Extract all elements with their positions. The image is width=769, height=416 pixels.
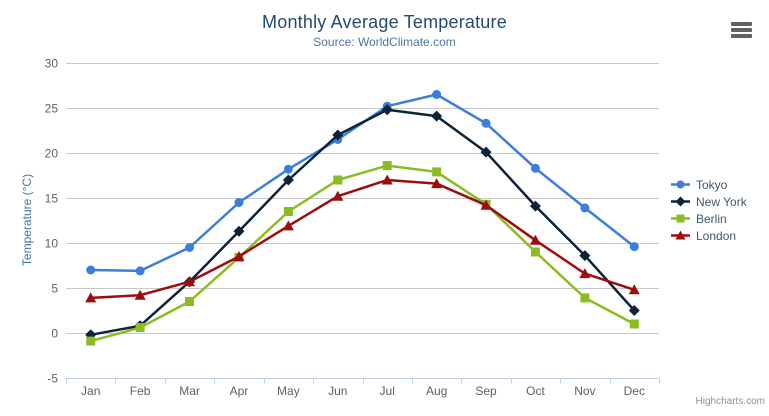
marker[interactable] xyxy=(381,104,393,116)
marker[interactable] xyxy=(85,292,97,303)
x-axis-label: Apr xyxy=(230,384,249,398)
x-axis-label: Jan xyxy=(81,384,100,398)
marker[interactable] xyxy=(580,293,590,303)
legend-item-tokyo[interactable]: Tokyo xyxy=(671,176,747,193)
x-axis-label: May xyxy=(277,384,300,398)
legend-label: London xyxy=(696,228,737,243)
berlin-legend-marker-icon xyxy=(671,214,690,223)
x-axis-label: Sep xyxy=(475,384,497,398)
series-london[interactable] xyxy=(85,174,640,303)
x-axis-label: Oct xyxy=(526,384,545,398)
marker[interactable] xyxy=(86,336,96,346)
legend-item-new-york[interactable]: New York xyxy=(671,193,747,210)
x-axis: Jan Feb Mar Apr May Jun Jul Aug Sep Oct Nov Dec xyxy=(66,378,660,398)
export-menu-button[interactable] xyxy=(731,22,752,39)
y-axis-title: Temperature (°C) xyxy=(20,173,34,267)
chart-subtitle: Source: WorldClimate.com xyxy=(313,35,456,49)
marker[interactable] xyxy=(333,175,343,185)
chart-title: Monthly Average Temperature xyxy=(262,12,507,32)
marker[interactable] xyxy=(234,198,244,207)
marker[interactable] xyxy=(480,146,492,158)
y-axis-label: 20 xyxy=(45,147,59,161)
marker[interactable] xyxy=(628,305,640,316)
marker[interactable] xyxy=(381,174,393,185)
marker[interactable] xyxy=(579,268,591,279)
marker[interactable] xyxy=(282,220,294,231)
series-tokyo[interactable] xyxy=(86,90,639,276)
tokyo-legend-marker-icon xyxy=(671,180,690,189)
new-york-line[interactable] xyxy=(89,108,636,337)
marker[interactable] xyxy=(431,178,443,189)
marker[interactable] xyxy=(86,265,96,275)
marker[interactable] xyxy=(431,110,443,122)
hamburger-icon xyxy=(731,27,752,32)
marker[interactable] xyxy=(282,174,294,186)
marker[interactable] xyxy=(283,207,293,216)
marker[interactable] xyxy=(382,161,392,171)
marker[interactable] xyxy=(480,199,492,210)
marker[interactable] xyxy=(432,90,442,99)
series-new-york[interactable] xyxy=(85,104,640,341)
x-axis-label: Jun xyxy=(328,384,347,398)
marker[interactable] xyxy=(676,214,685,223)
marker[interactable] xyxy=(676,180,685,189)
marker[interactable] xyxy=(135,266,145,276)
y-axis-label: 15 xyxy=(45,192,59,206)
legend-label: Tokyo xyxy=(696,177,728,192)
marker[interactable] xyxy=(185,297,195,306)
marker[interactable] xyxy=(629,319,639,329)
legend: Tokyo New York Berlin London xyxy=(671,176,747,244)
marker[interactable] xyxy=(675,196,686,207)
hamburger-icon xyxy=(731,22,752,26)
legend-label: New York xyxy=(696,194,747,209)
marker[interactable] xyxy=(530,247,540,257)
marker[interactable] xyxy=(481,118,491,128)
y-axis-label: 25 xyxy=(45,102,59,116)
london-legend-marker-icon xyxy=(671,230,690,240)
x-axis-label: Aug xyxy=(426,384,447,398)
marker[interactable] xyxy=(134,289,146,300)
london-line[interactable] xyxy=(89,178,636,300)
marker[interactable] xyxy=(283,164,293,174)
marker[interactable] xyxy=(529,200,541,212)
x-axis-label: Feb xyxy=(130,384,151,398)
marker[interactable] xyxy=(529,234,541,245)
x-axis-label: Nov xyxy=(574,384,595,398)
y-axis-label: 0 xyxy=(51,327,58,341)
marker[interactable] xyxy=(233,225,245,237)
marker[interactable] xyxy=(432,167,442,177)
gridlines xyxy=(66,63,659,379)
tokyo-line[interactable] xyxy=(89,93,636,273)
marker[interactable] xyxy=(579,250,591,262)
y-axis-label: 10 xyxy=(45,237,59,251)
marker[interactable] xyxy=(184,276,196,287)
marker[interactable] xyxy=(530,163,540,173)
legend-label: Berlin xyxy=(696,211,727,226)
new-york-legend-marker-icon xyxy=(671,196,690,207)
x-axis-label: Jul xyxy=(380,384,395,398)
legend-item-london[interactable]: London xyxy=(671,227,747,244)
marker[interactable] xyxy=(185,243,195,252)
marker[interactable] xyxy=(628,284,640,295)
x-axis-label: Dec xyxy=(624,384,645,398)
y-axis-label: 30 xyxy=(45,57,59,71)
y-axis-label: 5 xyxy=(51,282,58,296)
x-axis-label: Mar xyxy=(179,384,200,398)
y-axis-labels: -5 0 5 10 15 20 25 30 xyxy=(45,57,59,386)
marker[interactable] xyxy=(675,230,686,240)
marker[interactable] xyxy=(580,203,590,213)
marker[interactable] xyxy=(629,242,639,252)
marker[interactable] xyxy=(332,190,344,201)
legend-item-berlin[interactable]: Berlin xyxy=(671,210,747,227)
credits-link[interactable]: Highcharts.com xyxy=(695,396,765,407)
marker[interactable] xyxy=(233,251,245,261)
hamburger-icon xyxy=(731,33,752,38)
berlin-line[interactable] xyxy=(89,164,636,343)
y-axis-label: -5 xyxy=(47,372,58,386)
marker[interactable] xyxy=(135,323,145,333)
marker[interactable] xyxy=(332,129,344,141)
